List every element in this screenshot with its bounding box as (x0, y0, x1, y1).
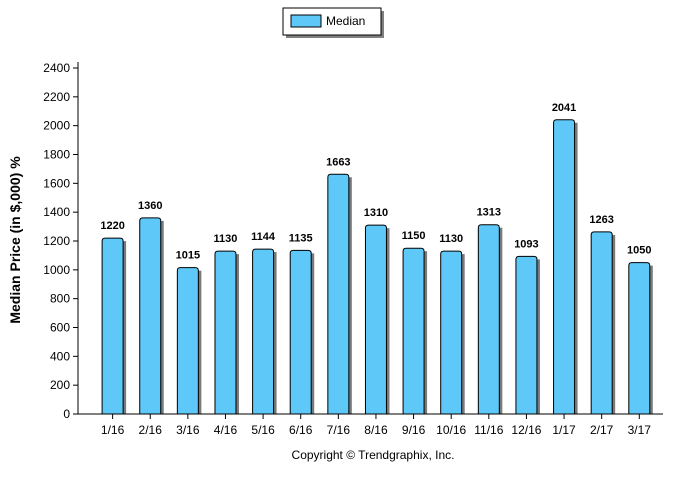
x-tick-label: 9/16 (402, 423, 426, 437)
bar (289, 249, 312, 415)
legend-swatch (290, 14, 322, 28)
bar (628, 262, 651, 415)
bar (214, 250, 237, 415)
y-tick-label: 0 (63, 407, 70, 421)
bar (139, 217, 162, 415)
x-tick-label: 1/17 (552, 423, 576, 437)
y-tick-label: 400 (50, 349, 70, 363)
legend-label: Median (326, 14, 365, 28)
y-tick-label: 2400 (43, 61, 70, 75)
bar (553, 119, 576, 415)
x-tick-label: 4/16 (214, 423, 238, 437)
bar (364, 224, 387, 415)
x-tick-label: 2/16 (139, 423, 163, 437)
data-label: 1135 (289, 232, 313, 244)
x-tick-label: 1/16 (101, 423, 125, 437)
y-tick-label: 1400 (43, 205, 70, 219)
bar (515, 255, 538, 415)
bar (327, 173, 350, 415)
y-tick-label: 1600 (43, 176, 70, 190)
copyright-footer: Copyright © Trendgraphix, Inc. (292, 448, 455, 462)
data-label: 1263 (589, 214, 613, 226)
x-tick-label: 10/16 (436, 423, 466, 437)
y-tick-label: 800 (50, 292, 70, 306)
bar (590, 231, 613, 415)
data-label: 1310 (364, 207, 388, 219)
x-tick-label: 6/16 (289, 423, 313, 437)
data-label: 1130 (214, 233, 238, 245)
bar (252, 248, 275, 415)
bar (101, 237, 124, 415)
data-label: 1220 (100, 220, 124, 232)
bar (477, 224, 500, 415)
y-axis: 0 200 400 600 800 1000 1200 1400 1600 1800 2000 220… (43, 61, 79, 421)
data-label: 1050 (627, 245, 651, 257)
data-label: 1144 (251, 231, 276, 243)
y-tick-label: 2200 (43, 90, 70, 104)
x-tick-label: 11/16 (474, 423, 503, 437)
data-label: 1313 (477, 207, 501, 219)
y-tick-label: 1800 (43, 148, 70, 162)
y-tick-label: 600 (50, 321, 70, 335)
y-axis-title: Median Price (in $,000) % (7, 156, 23, 324)
x-tick-label: 8/16 (364, 423, 388, 437)
y-tick-label: 1200 (43, 234, 70, 248)
y-tick-label: 200 (50, 378, 70, 392)
x-tick-label: 7/16 (327, 423, 351, 437)
x-tick-label: 3/16 (176, 423, 200, 437)
x-tick-label: 3/17 (628, 423, 652, 437)
x-tick-label: 2/17 (590, 423, 614, 437)
legend: Median (282, 7, 384, 38)
data-label: 2041 (552, 102, 576, 114)
x-axis: 1/16 2/16 3/16 4/16 5/16 6/16 7/16 8/16 9/16 10/1… (78, 413, 663, 437)
data-label: 1663 (326, 156, 350, 168)
data-label: 1150 (402, 230, 426, 242)
bar (176, 267, 199, 415)
bars: 1220 1360 1015 1130 1144 1135 1663 1310 1150 1130… (100, 102, 653, 415)
bar (402, 247, 425, 415)
x-tick-label: 12/16 (511, 423, 541, 437)
data-label: 1093 (514, 238, 538, 250)
data-label: 1360 (138, 200, 162, 212)
data-label: 1130 (439, 233, 463, 245)
x-tick-label: 5/16 (251, 423, 275, 437)
y-tick-label: 2000 (43, 119, 70, 133)
bar (440, 250, 463, 415)
data-label: 1015 (176, 250, 200, 262)
y-tick-label: 1000 (43, 263, 70, 277)
